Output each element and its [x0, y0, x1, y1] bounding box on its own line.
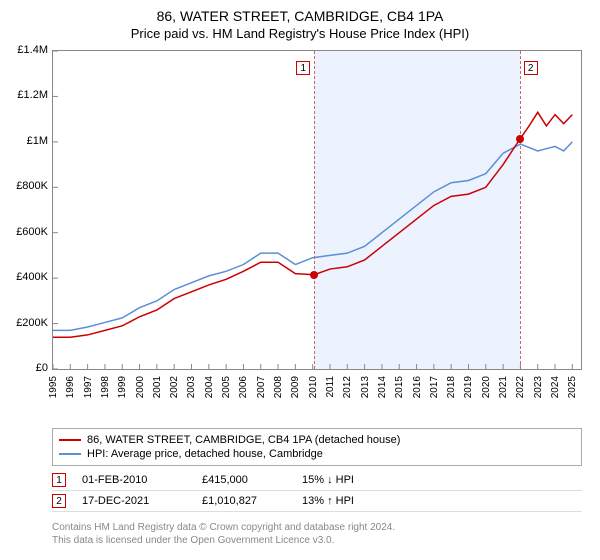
transaction-row: 1 01-FEB-2010£415,00015% ↓ HPI — [52, 470, 582, 491]
x-tick-label: 2003 — [186, 376, 197, 398]
x-tick-label: 2012 — [342, 376, 353, 398]
legend-item: HPI: Average price, detached house, Camb… — [59, 447, 575, 461]
y-tick-label: £200K — [16, 317, 48, 329]
marker-number-box: 2 — [524, 61, 538, 75]
x-tick-label: 2014 — [377, 376, 388, 398]
transaction-price: £1,010,827 — [202, 495, 302, 507]
x-tick-label: 2009 — [290, 376, 301, 398]
x-tick-label: 2019 — [463, 376, 474, 398]
transaction-marker: 2 — [52, 494, 66, 508]
series-hpi — [53, 142, 572, 331]
x-tick-label: 2006 — [238, 376, 249, 398]
x-tick-label: 2021 — [498, 376, 509, 398]
x-tick-label: 2016 — [412, 376, 423, 398]
legend-item: 86, WATER STREET, CAMBRIDGE, CB4 1PA (de… — [59, 433, 575, 447]
x-tick-label: 2022 — [515, 376, 526, 398]
title-subtitle: Price paid vs. HM Land Registry's House … — [0, 24, 600, 41]
x-tick-label: 1998 — [100, 376, 111, 398]
x-tick-label: 2008 — [273, 376, 284, 398]
x-tick-label: 1997 — [83, 376, 94, 398]
series-property — [53, 112, 572, 337]
y-tick-label: £1M — [27, 135, 48, 147]
legend-label: 86, WATER STREET, CAMBRIDGE, CB4 1PA (de… — [87, 434, 400, 446]
x-tick-label: 2002 — [169, 376, 180, 398]
marker-vline — [314, 51, 315, 369]
x-tick-label: 2018 — [446, 376, 457, 398]
transaction-date: 17-DEC-2021 — [82, 495, 202, 507]
transaction-delta: 13% ↑ HPI — [302, 495, 422, 507]
transactions-table: 1 01-FEB-2010£415,00015% ↓ HPI 2 17-DEC-202… — [52, 470, 582, 512]
plot-region: 12 — [52, 50, 582, 370]
marker-point — [310, 271, 318, 279]
x-tick-label: 1995 — [48, 376, 59, 398]
marker-number-box: 1 — [296, 61, 310, 75]
y-tick-label: £1.2M — [17, 89, 48, 101]
x-tick-label: 2011 — [325, 376, 336, 398]
disclaimer-line-1: Contains HM Land Registry data © Crown c… — [52, 522, 582, 535]
x-tick-label: 1996 — [65, 376, 76, 398]
title-address: 86, WATER STREET, CAMBRIDGE, CB4 1PA — [0, 0, 600, 24]
x-tick-label: 2025 — [567, 376, 578, 398]
legend-swatch — [59, 453, 81, 455]
x-tick-label: 1999 — [117, 376, 128, 398]
legend-label: HPI: Average price, detached house, Camb… — [87, 448, 323, 460]
chart-container: 86, WATER STREET, CAMBRIDGE, CB4 1PA Pri… — [0, 0, 600, 560]
transaction-delta: 15% ↓ HPI — [302, 474, 422, 486]
y-tick-label: £600K — [16, 226, 48, 238]
marker-point — [516, 135, 524, 143]
x-tick-label: 2017 — [429, 376, 440, 398]
x-tick-label: 2013 — [360, 376, 371, 398]
marker-vline — [520, 51, 521, 369]
x-tick-label: 2023 — [533, 376, 544, 398]
x-tick-label: 2004 — [204, 376, 215, 398]
transaction-date: 01-FEB-2010 — [82, 474, 202, 486]
transaction-row: 2 17-DEC-2021£1,010,82713% ↑ HPI — [52, 491, 582, 512]
chart-area: 12 £0£200K£400K£600K£800K£1M£1.2M£1.4M19… — [0, 50, 600, 420]
disclaimer-line-2: This data is licensed under the Open Gov… — [52, 535, 582, 548]
legend-swatch — [59, 439, 81, 441]
transaction-marker: 1 — [52, 473, 66, 487]
legend: 86, WATER STREET, CAMBRIDGE, CB4 1PA (de… — [52, 428, 582, 466]
x-tick-label: 2010 — [308, 376, 319, 398]
y-tick-label: £0 — [36, 362, 48, 374]
transaction-price: £415,000 — [202, 474, 302, 486]
x-tick-label: 2015 — [394, 376, 405, 398]
y-tick-label: £1.4M — [17, 44, 48, 56]
x-tick-label: 2020 — [481, 376, 492, 398]
x-tick-label: 2001 — [152, 376, 163, 398]
x-tick-label: 2007 — [256, 376, 267, 398]
x-tick-label: 2024 — [550, 376, 561, 398]
y-tick-label: £800K — [16, 180, 48, 192]
disclaimer: Contains HM Land Registry data © Crown c… — [52, 522, 582, 547]
plot-svg — [53, 51, 581, 369]
x-tick-label: 2005 — [221, 376, 232, 398]
y-tick-label: £400K — [16, 271, 48, 283]
x-tick-label: 2000 — [135, 376, 146, 398]
